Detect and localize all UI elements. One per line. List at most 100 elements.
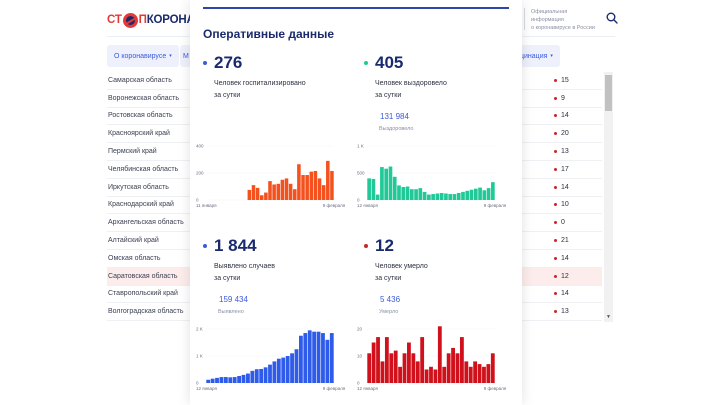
chart-bar[interactable] [429, 366, 433, 383]
chart-bar[interactable] [486, 188, 491, 200]
chart-bar[interactable] [407, 342, 411, 384]
chart-bar[interactable] [380, 167, 384, 200]
chart-bar[interactable] [250, 370, 255, 383]
chart-bar[interactable] [272, 184, 276, 200]
nav-about-coronavirus[interactable]: О коронавирусе ▾ [107, 45, 179, 67]
chart-bar[interactable] [397, 185, 401, 200]
chart-bar[interactable] [398, 366, 403, 383]
chart-bar[interactable] [433, 369, 438, 384]
chart-bar[interactable] [371, 178, 376, 200]
chart-bar[interactable] [392, 176, 397, 200]
chart-bar[interactable] [367, 353, 372, 383]
chart-bar[interactable] [255, 187, 260, 200]
chart-bar[interactable] [268, 181, 272, 200]
chart-bar[interactable] [455, 353, 460, 383]
chart-bar[interactable] [325, 339, 330, 383]
chart-bar[interactable] [263, 367, 268, 383]
chart-bar[interactable] [293, 189, 297, 200]
chart-bar[interactable] [309, 171, 314, 200]
chart-bar[interactable] [312, 331, 317, 383]
chart-bar[interactable] [371, 342, 376, 384]
chart-bar[interactable] [276, 183, 281, 200]
chart-bar[interactable] [241, 374, 246, 383]
chart-bar[interactable] [303, 333, 308, 383]
chart-bar[interactable] [298, 335, 303, 383]
chart-bar[interactable] [491, 182, 495, 200]
chart-bar[interactable] [431, 194, 435, 200]
chart-bar[interactable] [285, 356, 290, 383]
scrollbar-thumb[interactable] [605, 75, 612, 111]
chart-bar[interactable] [284, 178, 289, 200]
chart-bar[interactable] [482, 190, 487, 200]
chart-bar[interactable] [329, 333, 334, 383]
chart-bar[interactable] [210, 378, 215, 383]
chart-bar[interactable] [439, 192, 444, 200]
chart-bar[interactable] [246, 373, 250, 383]
chart-bar[interactable] [435, 193, 440, 200]
chart-bar[interactable] [367, 178, 371, 200]
nav-vaccination[interactable]: цинация ▾ [516, 45, 560, 67]
chart-bar[interactable] [326, 160, 330, 200]
chart-bar[interactable] [268, 364, 272, 383]
chart-bar[interactable] [424, 369, 429, 384]
chart-bar[interactable] [401, 187, 406, 200]
chart-bar[interactable] [461, 191, 465, 200]
chart-bar[interactable] [259, 368, 264, 383]
chart-bar[interactable] [459, 337, 464, 383]
chart-bar[interactable] [477, 364, 482, 383]
chart-bar[interactable] [307, 330, 312, 383]
chart-bar[interactable] [465, 190, 470, 200]
chart-bar[interactable] [442, 366, 447, 383]
chart-bar[interactable] [215, 377, 219, 383]
chart-bar[interactable] [317, 178, 322, 200]
chart-bar[interactable] [330, 170, 334, 200]
chart-bar[interactable] [321, 333, 325, 383]
chart-bar[interactable] [384, 168, 389, 200]
chart-bar[interactable] [313, 170, 318, 200]
chart-bar[interactable] [482, 366, 486, 383]
chart-bar[interactable] [305, 175, 309, 200]
chart-bar[interactable] [281, 357, 286, 383]
chart-bar[interactable] [418, 188, 423, 200]
chart-bar[interactable] [444, 193, 448, 200]
scroll-down-icon[interactable]: ▼ [606, 314, 611, 320]
chart-bar[interactable] [297, 164, 301, 200]
chart-bar[interactable] [254, 369, 259, 383]
chart-bar[interactable] [376, 337, 380, 383]
chart-bar[interactable] [427, 194, 431, 200]
chart-bar[interactable] [486, 364, 491, 383]
chart-bar[interactable] [473, 188, 478, 200]
chart-bar[interactable] [389, 353, 394, 383]
chart-bar[interactable] [388, 166, 393, 200]
chart-bar[interactable] [473, 361, 478, 383]
chart-bar[interactable] [276, 358, 281, 383]
chart-bar[interactable] [411, 353, 416, 383]
chart-bar[interactable] [422, 191, 427, 200]
chart-bar[interactable] [251, 185, 256, 200]
chart-bar[interactable] [437, 326, 442, 383]
chart-bar[interactable] [237, 375, 242, 383]
chart-bar[interactable] [490, 353, 495, 383]
chart-bar[interactable] [414, 189, 418, 200]
table-scrollbar[interactable]: ▼ [604, 72, 613, 322]
chart-bar[interactable] [272, 361, 277, 383]
chart-bar[interactable] [420, 337, 425, 383]
chart-bar[interactable] [415, 361, 420, 383]
chart-bar[interactable] [456, 192, 461, 200]
chart-bar[interactable] [264, 192, 268, 200]
chart-bar[interactable] [452, 194, 457, 200]
chart-bar[interactable] [288, 183, 293, 200]
chart-bar[interactable] [464, 361, 469, 383]
chart-bar[interactable] [206, 379, 211, 383]
chart-bar[interactable] [405, 186, 410, 201]
chart-bar[interactable] [409, 189, 414, 200]
chart-bar[interactable] [294, 349, 299, 383]
chart-bar[interactable] [446, 353, 451, 383]
chart-bar[interactable] [223, 377, 228, 383]
chart-bar[interactable] [451, 347, 455, 383]
chart-bar[interactable] [402, 353, 407, 383]
chart-bar[interactable] [384, 337, 389, 383]
chart-bar[interactable] [280, 179, 285, 200]
chart-bar[interactable] [259, 195, 264, 200]
chart-bar[interactable] [380, 361, 385, 383]
